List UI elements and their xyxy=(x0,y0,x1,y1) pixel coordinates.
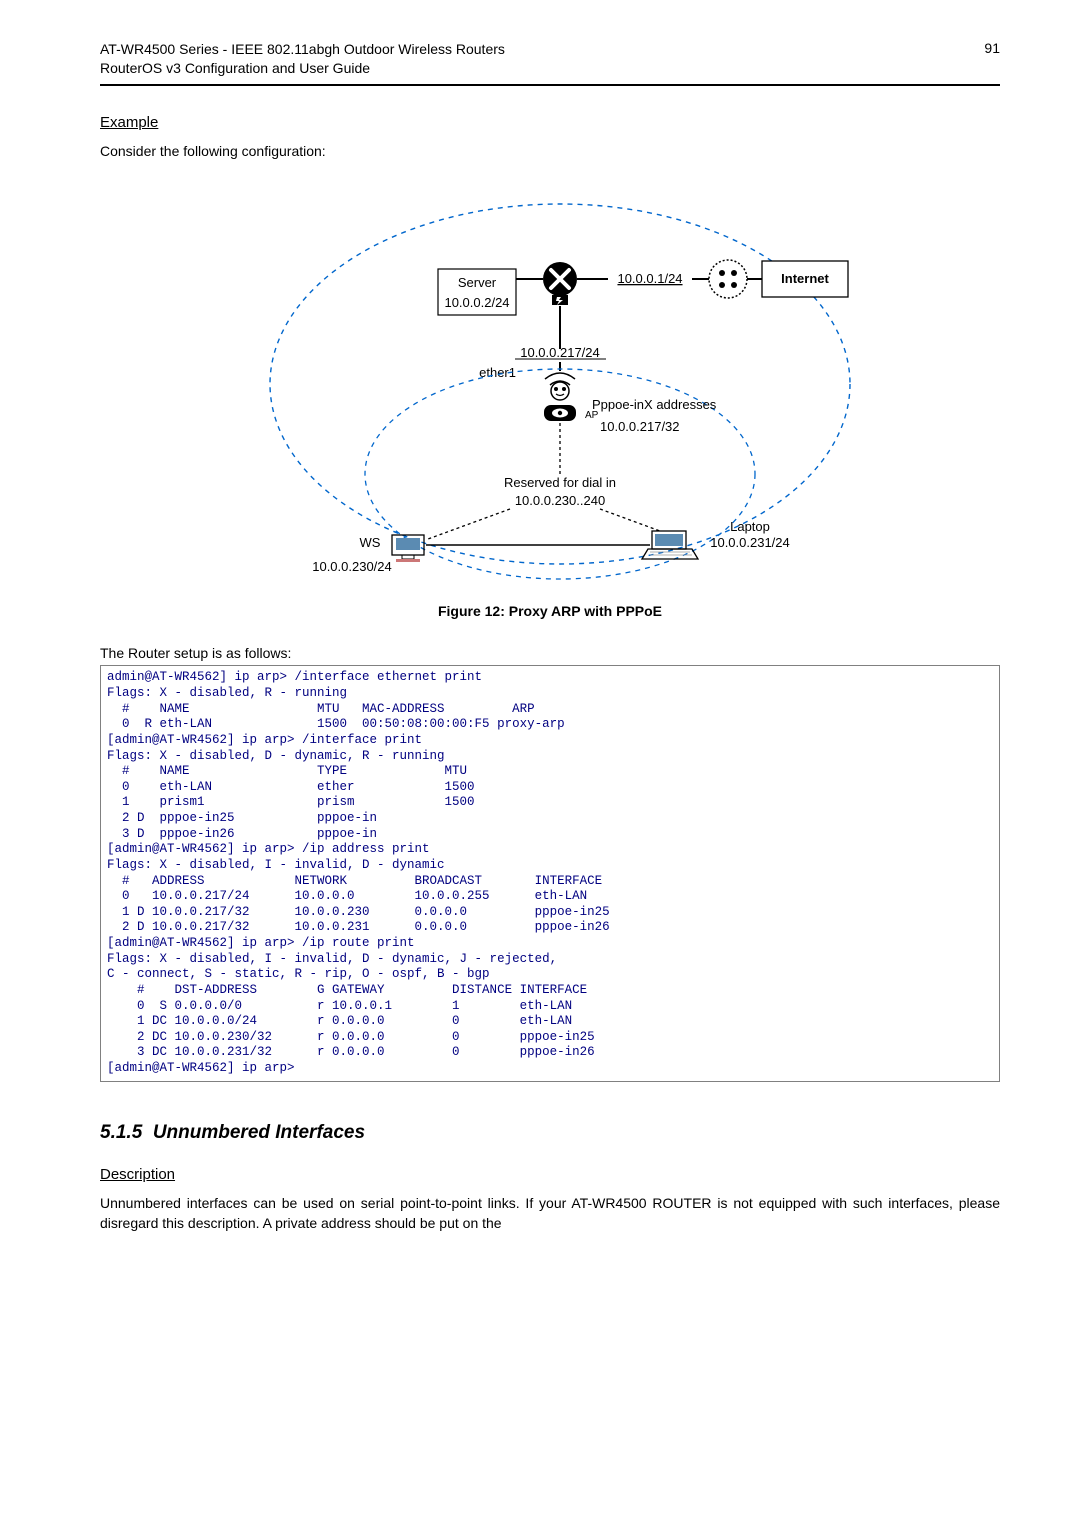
subsection-title: Unnumbered Interfaces xyxy=(153,1122,365,1143)
example-intro: Consider the following configuration: xyxy=(100,141,1000,161)
description-heading: Description xyxy=(100,1166,1000,1183)
example-heading: Example xyxy=(100,114,1000,131)
laptop-ip: 10.0.0.231/24 xyxy=(710,535,790,550)
router-setup-intro: The Router setup is as follows: xyxy=(100,643,1000,663)
ws-label: WS xyxy=(360,535,381,550)
header-line-2: RouterOS v3 Configuration and User Guide xyxy=(100,59,505,78)
page-header: AT-WR4500 Series - IEEE 802.11abgh Outdo… xyxy=(100,40,1000,82)
description-body: Unnumbered interfaces can be used on ser… xyxy=(100,1193,1000,1234)
laptop-label: Laptop xyxy=(730,519,770,534)
mid-ip: 10.0.0.217/24 xyxy=(520,345,600,360)
header-divider xyxy=(100,84,1000,86)
right-ip: 10.0.0.1/24 xyxy=(617,271,682,286)
ws-ip: 10.0.0.230/24 xyxy=(312,559,392,574)
pppoe-ip: 10.0.0.217/32 xyxy=(600,419,680,434)
router-code-block: admin@AT-WR4562] ip arp> /interface ethe… xyxy=(100,665,1000,1081)
diagram-container: Server 10.0.0.2/24 10.0.0.1/24 xyxy=(100,179,1000,589)
pppoe-label: Pppoe-inX addresses xyxy=(592,397,717,412)
figure-caption: Figure 12: Proxy ARP with PPPoE xyxy=(100,603,1000,619)
page-root: AT-WR4500 Series - IEEE 802.11abgh Outdo… xyxy=(0,0,1080,1291)
server-ip: 10.0.0.2/24 xyxy=(444,295,509,310)
reserved-label: Reserved for dial in xyxy=(504,475,616,490)
subsection-number: 5.1.5 xyxy=(100,1122,142,1143)
reserved-range: 10.0.0.230..240 xyxy=(515,493,605,508)
header-line-1: AT-WR4500 Series - IEEE 802.11abgh Outdo… xyxy=(100,40,505,59)
proxy-arp-diagram: Server 10.0.0.2/24 10.0.0.1/24 xyxy=(230,179,870,589)
subsection-heading: 5.1.5 Unnumbered Interfaces xyxy=(100,1122,1000,1144)
header-title-block: AT-WR4500 Series - IEEE 802.11abgh Outdo… xyxy=(100,40,505,78)
header-page-number: 91 xyxy=(984,40,1000,78)
internet-label: Internet xyxy=(781,271,829,286)
server-label: Server xyxy=(458,275,497,290)
